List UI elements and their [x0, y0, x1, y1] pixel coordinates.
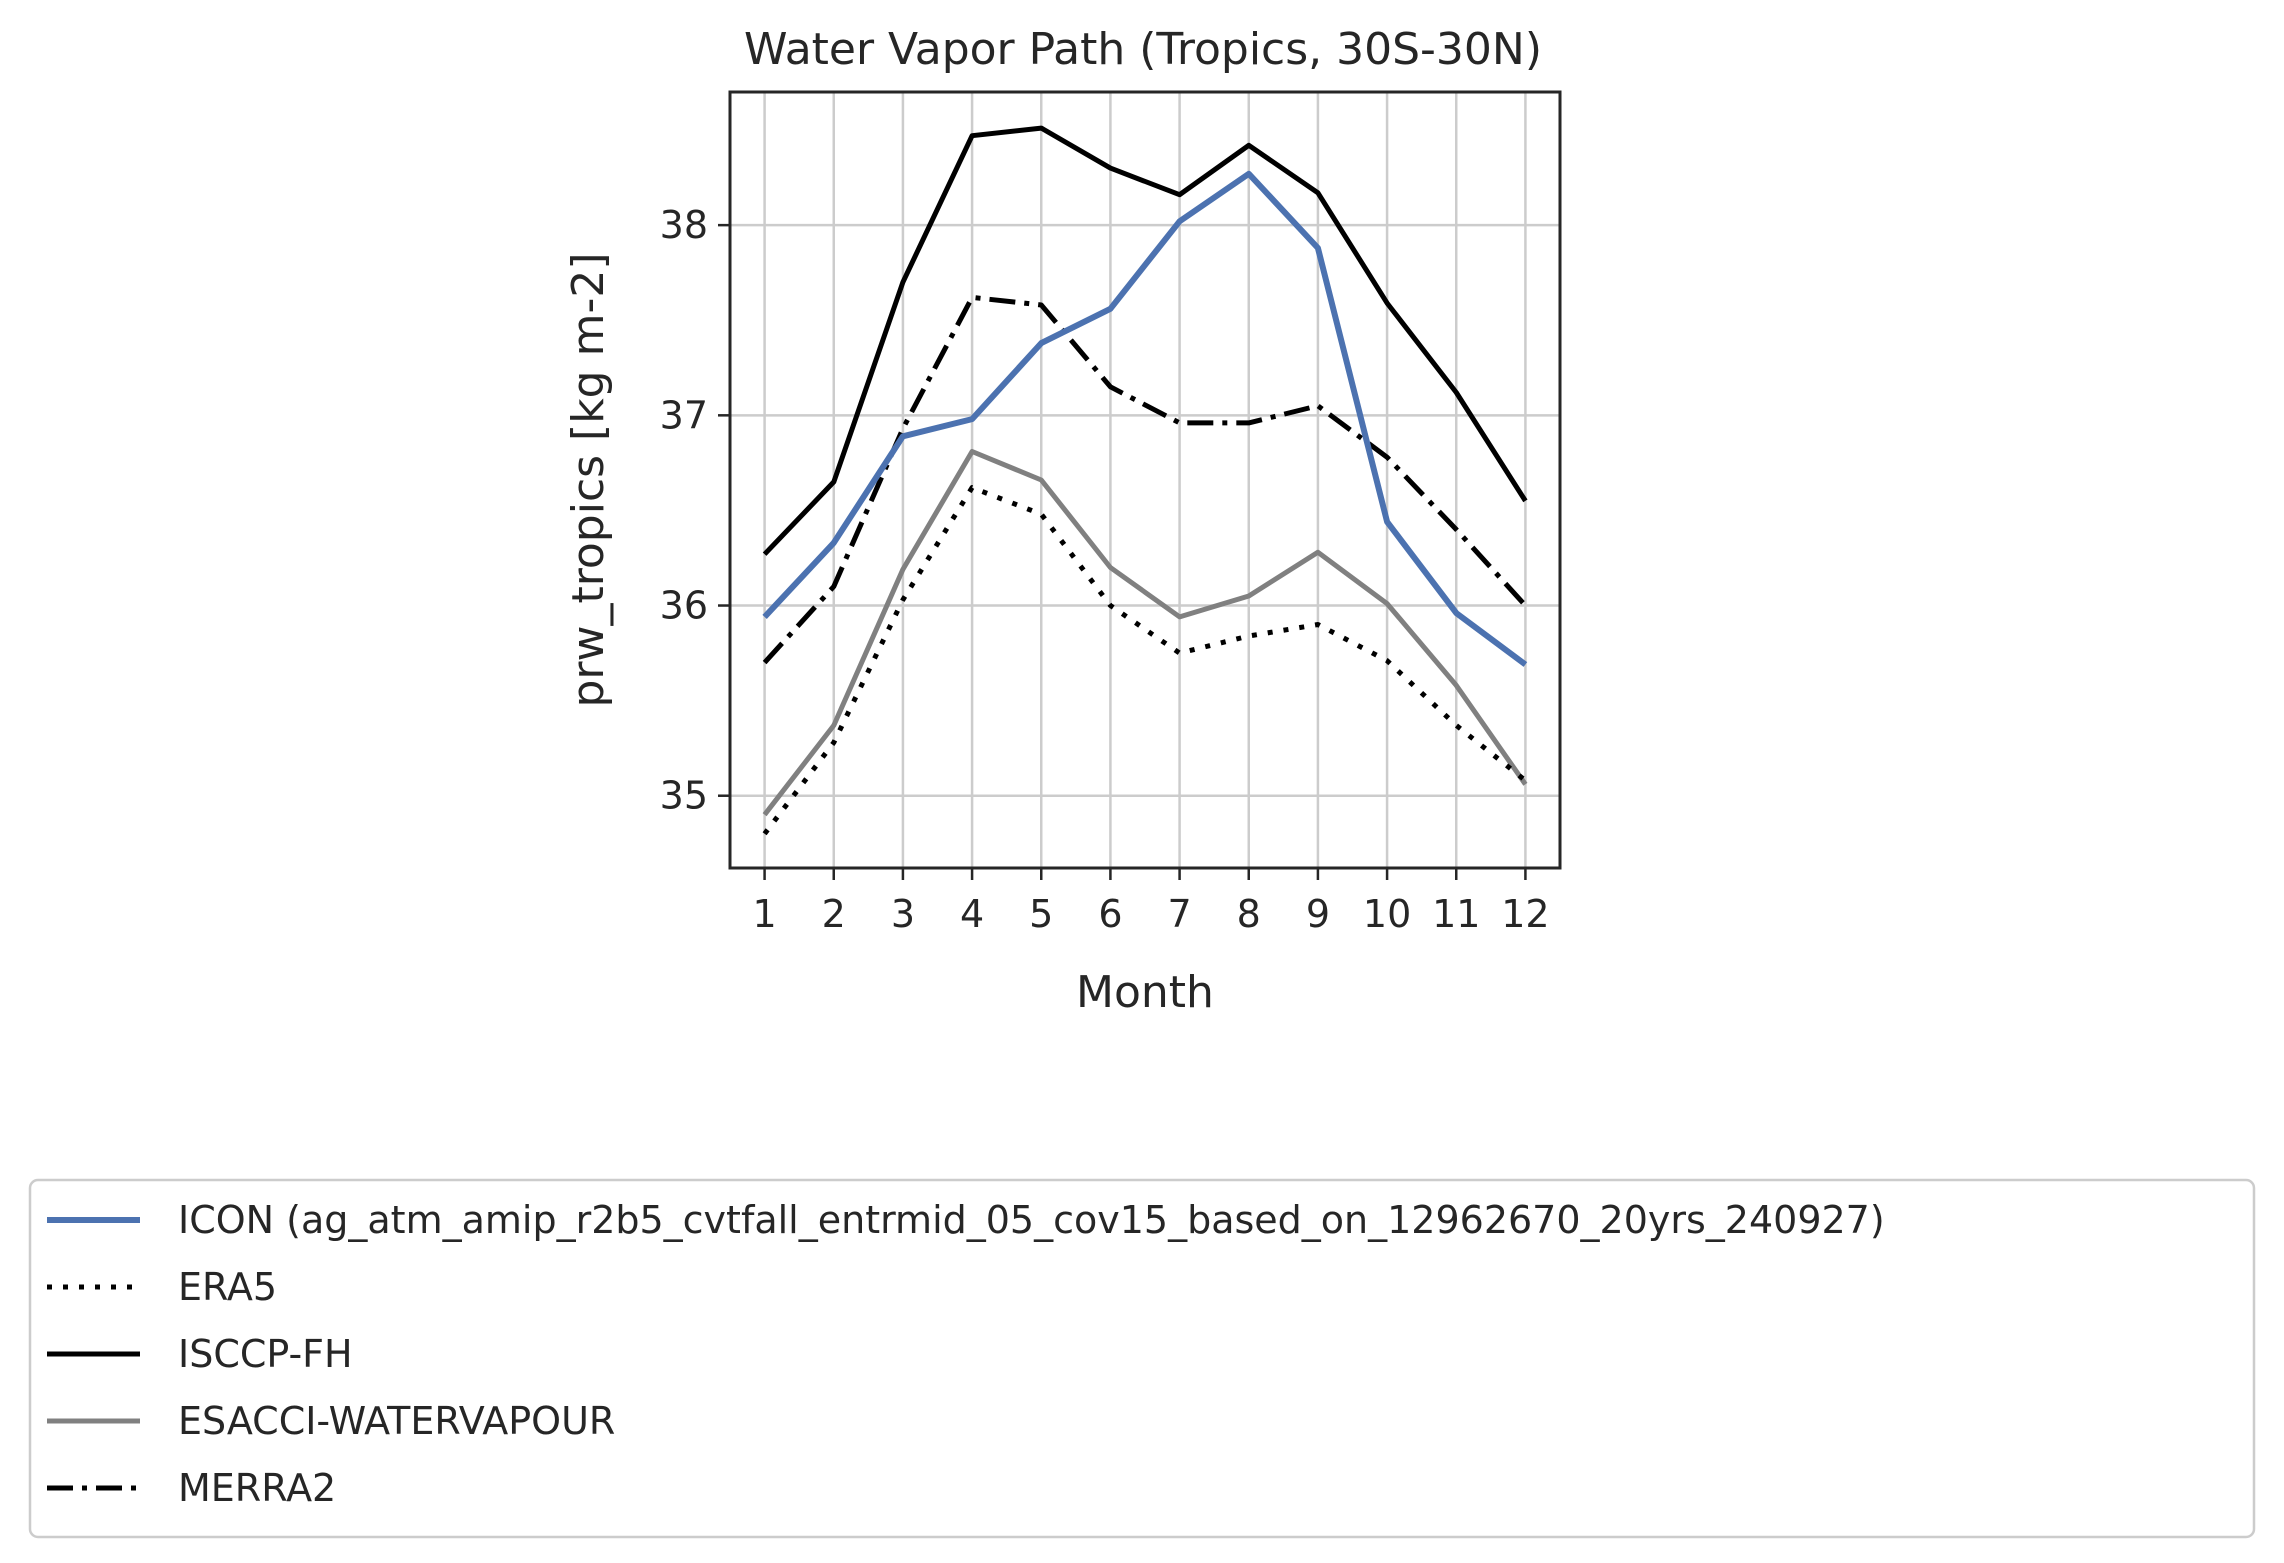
y-tick-label: 37	[660, 393, 708, 437]
grid	[730, 92, 1560, 868]
plot-frame	[728, 90, 1562, 870]
series-group	[762, 125, 1528, 836]
y-tick-label: 35	[660, 774, 708, 818]
legend-label: ERA5	[178, 1265, 277, 1309]
legend-label: ICON (ag_atm_amip_r2b5_cvtfall_entrmid_0…	[178, 1198, 1885, 1242]
x-axis-label: Month	[1076, 967, 1214, 1018]
x-tick-label: 7	[1167, 892, 1191, 936]
y-axis-ticks: 35 36 37 38	[660, 203, 730, 818]
y-tick-label: 38	[660, 203, 708, 247]
x-tick-label: 10	[1363, 892, 1411, 936]
x-tick-label: 1	[752, 892, 776, 936]
x-tick-label: 3	[891, 892, 915, 936]
x-tick-label: 11	[1432, 892, 1480, 936]
series-line-esacci-watervapour	[762, 449, 1528, 817]
x-tick-label: 12	[1501, 892, 1549, 936]
legend-label: MERRA2	[178, 1466, 336, 1510]
y-tick-label: 36	[660, 584, 708, 628]
x-tick-label: 2	[822, 892, 846, 936]
x-tick-label: 4	[960, 892, 984, 936]
x-tick-label: 6	[1098, 892, 1122, 936]
x-tick-label: 5	[1029, 892, 1053, 936]
x-axis-ticks: 1 2 3 4 5 6 7 8 9 10 11 12	[752, 868, 1550, 936]
series-line-isccp-fh	[762, 125, 1528, 556]
y-axis-label: prw_tropics [kg m-2]	[563, 252, 614, 707]
x-tick-label: 9	[1306, 892, 1330, 936]
legend-frame	[28, 1178, 2256, 1539]
x-tick-label: 8	[1237, 892, 1261, 936]
legend-label: ESACCI-WATERVAPOUR	[178, 1399, 615, 1443]
legend-label: ISCCP-FH	[178, 1332, 353, 1376]
chart-title: Water Vapor Path (Tropics, 30S-30N)	[744, 24, 1542, 75]
series-line-icon	[762, 170, 1528, 667]
series-line-era5	[762, 485, 1527, 836]
legend: ICON (ag_atm_amip_r2b5_cvtfall_entrmid_0…	[28, 1178, 2256, 1539]
